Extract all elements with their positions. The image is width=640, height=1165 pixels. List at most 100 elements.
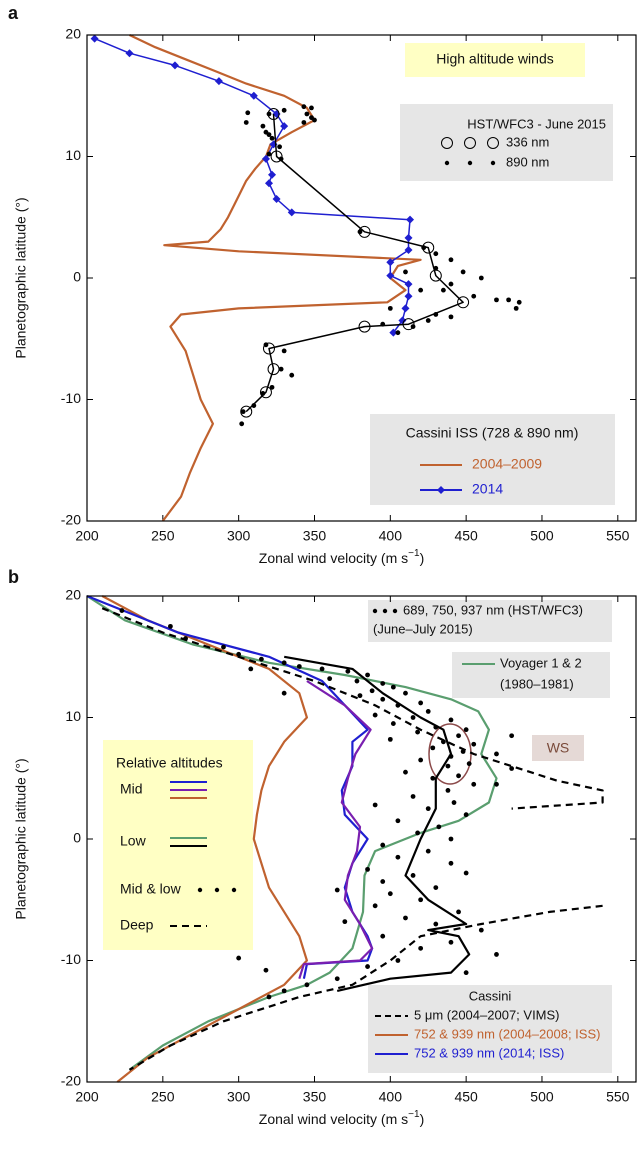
data-point [357, 693, 363, 699]
legend-swatch [197, 887, 203, 893]
data-point [425, 709, 431, 714]
data-point [395, 330, 401, 336]
data-point [448, 860, 454, 866]
data-point [168, 623, 173, 629]
y-tick-label: -20 [61, 512, 81, 528]
data-point [281, 988, 287, 994]
data-point [433, 921, 439, 927]
data-point [372, 903, 378, 909]
legend-swatch [467, 160, 473, 166]
data-point [304, 111, 310, 117]
legend-label: (1980–1981) [500, 676, 574, 691]
legend-swatch [464, 137, 476, 149]
marker [125, 49, 134, 58]
data-point [395, 958, 401, 963]
marker [404, 246, 413, 255]
data-point [494, 781, 499, 787]
data-point [403, 915, 408, 921]
legend-label: 5 μm (2004–2007; VIMS) [414, 1007, 560, 1022]
data-point [448, 257, 454, 263]
data-point [463, 970, 469, 976]
legend-title: Cassini ISS (728 & 890 nm) [406, 425, 579, 441]
marker [404, 292, 413, 301]
legend-label: 2004–2009 [472, 456, 542, 472]
data-point [478, 927, 484, 933]
data-point [451, 800, 457, 805]
x-tick-label: 250 [151, 1089, 175, 1105]
marker [264, 179, 273, 188]
legend-title: Relative altitudes [116, 755, 223, 771]
data-point [119, 608, 125, 613]
legend-box [452, 652, 610, 698]
data-point [448, 717, 454, 723]
data-point [433, 265, 439, 271]
legend-label: 752 & 939 nm (2004–2008; ISS) [414, 1026, 600, 1041]
data-point [415, 830, 421, 836]
data-point [425, 806, 431, 812]
data-point [304, 982, 310, 988]
data-point [430, 745, 436, 751]
data-point [278, 366, 284, 372]
data-point [395, 818, 401, 824]
data-point [418, 287, 424, 293]
x-tick-label: 200 [75, 1089, 99, 1105]
x-axis-label-part: Zonal wind velocity (m s [259, 550, 408, 566]
data-point [269, 135, 275, 141]
data-point [403, 690, 408, 696]
data-point [403, 269, 408, 275]
data-point [478, 275, 484, 281]
data-point [448, 314, 454, 320]
data-point [471, 781, 477, 787]
data-point [421, 245, 427, 251]
legend-swatch [487, 137, 499, 149]
data-point [372, 712, 378, 718]
data-point [425, 318, 431, 323]
plot-frame [86, 595, 637, 1083]
marker [262, 342, 275, 355]
marker [404, 233, 413, 242]
data-point [319, 666, 325, 672]
data-point [312, 117, 317, 123]
data-point [456, 733, 461, 739]
x-tick-label: 450 [454, 1089, 478, 1105]
data-point [415, 729, 421, 735]
data-point [221, 644, 226, 650]
marker [268, 170, 277, 179]
legend-label: 2014 [472, 481, 503, 497]
data-point [334, 976, 340, 982]
legend-label: (June–July 2015) [373, 621, 473, 636]
legend-swatch [382, 608, 388, 614]
x-axis-label-part: ) [420, 550, 425, 566]
y-tick-label: 10 [65, 147, 81, 163]
annotation-box [532, 735, 584, 761]
marker [404, 280, 413, 289]
data-point [334, 887, 340, 893]
legend-swatch [214, 887, 220, 893]
y-axis-label: Planetographic latitude (°) [13, 197, 29, 358]
x-tick-label: 550 [606, 1089, 630, 1105]
marker [398, 316, 407, 325]
data-point [236, 955, 242, 961]
legend-label: Deep [120, 917, 154, 933]
data-point [369, 688, 375, 694]
data-point [277, 144, 283, 150]
x-tick-label: 500 [530, 528, 554, 544]
marker [90, 34, 99, 43]
marker [214, 77, 223, 86]
data-point [281, 107, 287, 113]
annotation: High altitude winds [436, 51, 554, 67]
data-point [327, 676, 333, 682]
series-line [101, 595, 308, 1083]
data-point [245, 110, 251, 116]
legend-box [400, 104, 613, 181]
data-point [440, 287, 446, 293]
y-tick-label: 20 [65, 26, 81, 42]
x-tick-label: 400 [379, 1089, 403, 1105]
data-point [509, 733, 515, 739]
marker [389, 328, 398, 337]
y-tick-label: 20 [65, 587, 81, 603]
data-point [463, 727, 469, 733]
data-point [448, 939, 454, 945]
data-point [403, 769, 408, 775]
